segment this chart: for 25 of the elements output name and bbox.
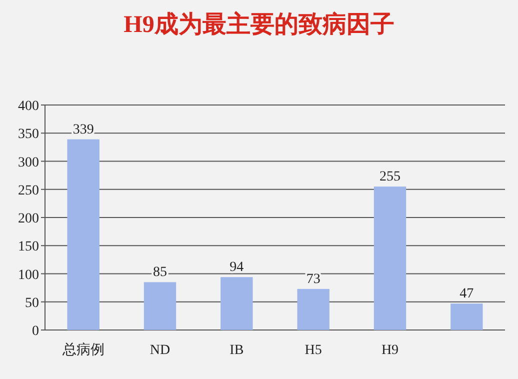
y-tick-label: 350 — [18, 127, 39, 142]
chart-title: H9成为最主要的致病因子 — [124, 10, 394, 38]
bar — [67, 139, 100, 330]
x-tick-label: H5 — [304, 343, 322, 358]
data-label: 73 — [306, 272, 320, 287]
y-tick-label: 250 — [18, 183, 39, 198]
x-tick-label: ND — [150, 343, 170, 358]
bar — [144, 282, 176, 330]
x-tick-label: IB — [230, 343, 244, 358]
y-tick-label: 0 — [32, 324, 39, 339]
x-tick-label: 总病例 — [61, 342, 104, 358]
y-tick-label: 200 — [18, 212, 39, 226]
y-tick-label: 400 — [18, 99, 39, 114]
bar — [220, 277, 253, 330]
y-tick-label: 100 — [18, 268, 39, 283]
bar — [450, 304, 483, 330]
data-label: 47 — [460, 286, 474, 302]
bar — [297, 288, 330, 330]
y-tick-label: 300 — [18, 155, 39, 170]
x-tick-label: H9 — [381, 343, 399, 358]
data-label: 255 — [380, 170, 400, 185]
y-tick-label: 150 — [18, 240, 39, 255]
data-label: 94 — [230, 260, 244, 276]
bar — [374, 186, 406, 330]
y-tick-label: 50 — [25, 296, 39, 311]
